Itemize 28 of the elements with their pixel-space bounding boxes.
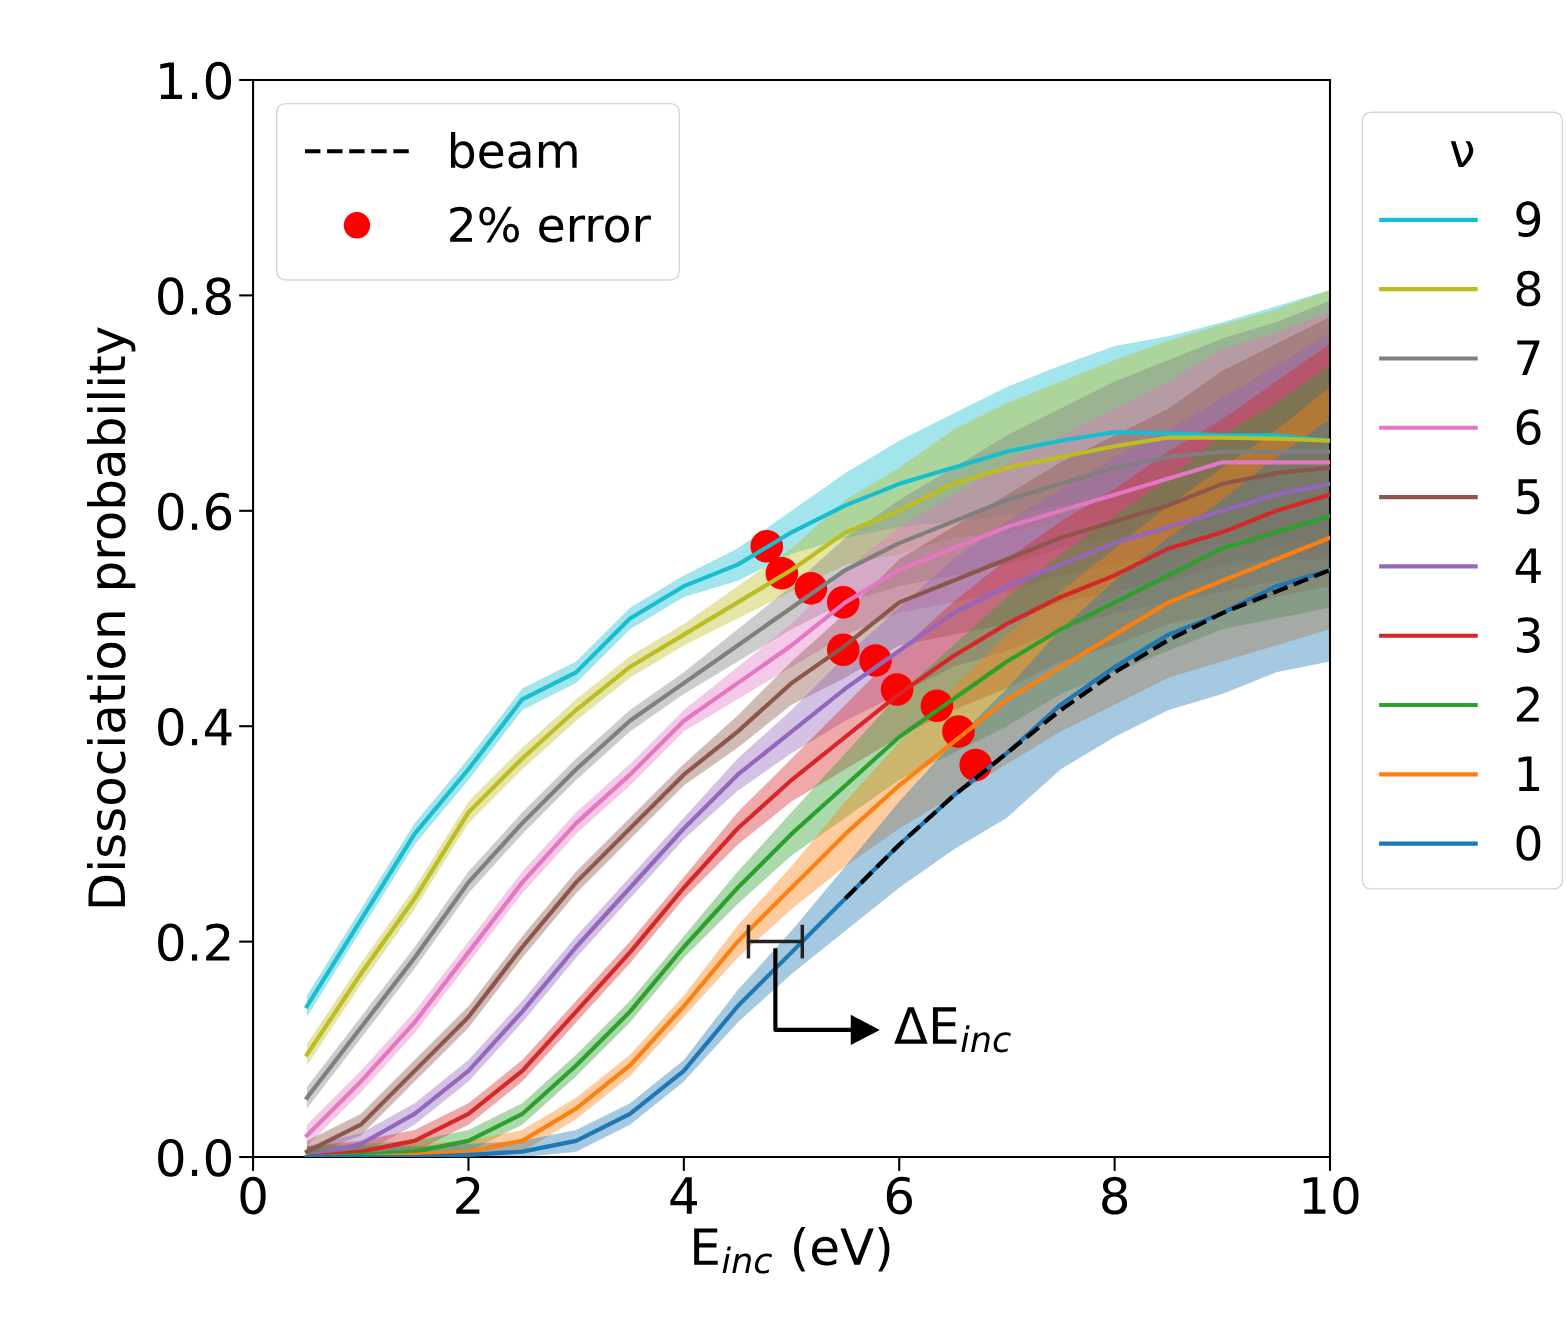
x-axis-title: E$_{inc}$ (eV) xyxy=(694,1226,890,1274)
y-tick-label: 0.2 xyxy=(158,923,230,962)
legend-label: 4 xyxy=(1515,548,1541,583)
legend-label: 7 xyxy=(1517,340,1540,375)
y-tick-label: 0.6 xyxy=(158,492,232,531)
y-axis-title: Dissociation probability xyxy=(86,327,136,907)
x-tick-label: 8 xyxy=(1102,1176,1128,1215)
legend-label: 5 xyxy=(1517,479,1540,515)
y-tick-label: 0.4 xyxy=(158,708,232,746)
legend-label: 3 xyxy=(1517,617,1540,653)
y-tick-label: 1.0 xyxy=(160,61,231,100)
legend-label: 6 xyxy=(1516,409,1541,445)
legend-label: 2% error xyxy=(450,206,651,243)
x-tick-label: 2 xyxy=(456,1176,480,1214)
legend-label: beam xyxy=(450,131,577,169)
y-tick-label: 0.8 xyxy=(158,277,231,316)
x-tick-label: 10 xyxy=(1303,1176,1359,1215)
legend-label: 1 xyxy=(1518,756,1540,791)
annotation: ΔE$_{inc}$ xyxy=(894,1007,1011,1053)
y-tick-label: 0.0 xyxy=(158,1138,231,1177)
x-tick-label: 6 xyxy=(886,1176,912,1215)
legend-title: ν xyxy=(1450,141,1474,168)
legend-label: 2 xyxy=(1516,686,1539,722)
legend-label: 0 xyxy=(1516,825,1541,861)
legend-label: 8 xyxy=(1516,270,1541,307)
x-tick-label: 4 xyxy=(670,1177,697,1214)
legend-label: 9 xyxy=(1516,201,1541,238)
x-tick-label: 0 xyxy=(240,1176,266,1215)
